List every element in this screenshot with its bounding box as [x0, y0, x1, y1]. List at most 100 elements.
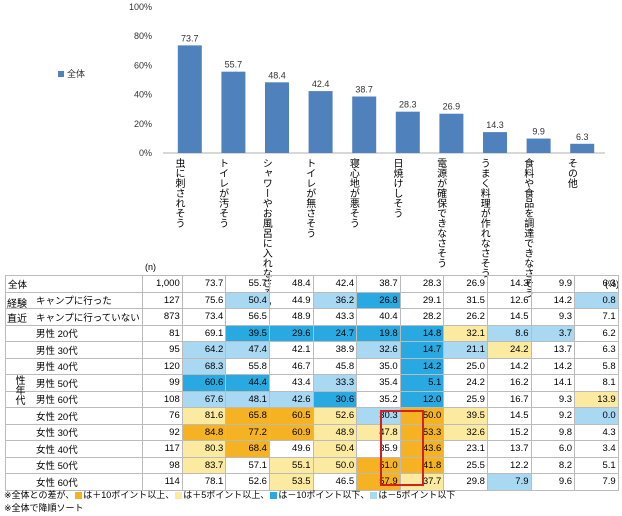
y-tick-label: 60%: [134, 60, 152, 70]
n-header: (n): [145, 262, 156, 272]
bar: [483, 132, 507, 153]
bar: [177, 45, 202, 154]
y-tick-label: 40%: [134, 90, 152, 100]
table-cell: 67.6: [181, 390, 227, 408]
table-cell: 39.5: [443, 407, 488, 425]
row-n: 81: [141, 324, 183, 342]
category-label: 電源が確保できなさそう: [434, 158, 446, 268]
table-cell: 49.6: [268, 440, 314, 458]
table-cell: 65.8: [225, 407, 270, 425]
table-cell: 48.4: [268, 275, 314, 293]
table-cell: 16.7: [486, 390, 532, 408]
row-n: 95: [141, 341, 183, 359]
table-cell: 56.5: [225, 308, 270, 326]
table-cell: 14.7: [399, 341, 445, 359]
table-cell: 16.2: [486, 374, 532, 392]
table-cell: 25.0: [443, 357, 488, 375]
swatch-plus5: [175, 491, 183, 499]
row-label: 女性 40代: [5, 440, 143, 458]
table-cell: 48.9: [268, 308, 314, 326]
table-cell: 9.9: [530, 275, 576, 293]
table-cell: 35.2: [356, 390, 401, 408]
table-cell: 43.3: [312, 308, 358, 326]
table-cell: 57.9: [356, 473, 401, 491]
table-cell: 14.1: [530, 374, 576, 392]
table-cell: 38.7: [356, 275, 401, 293]
table-cell: 14.5: [486, 407, 532, 425]
y-tick-label: 0%: [139, 148, 152, 158]
table-cell: 64.2: [181, 341, 227, 359]
table-cell: 57.1: [225, 456, 270, 474]
row-label: 女性 60代: [5, 473, 143, 491]
footnote-sort: ※全体で降順ソート: [4, 503, 84, 513]
table-cell: 80.3: [181, 440, 227, 458]
table-row: 女性 60代 114 78.1 52.6 53.5 46.5 57.9 37.7 29.8 7.9…: [5, 473, 619, 491]
table-cell: 14.2: [530, 357, 576, 375]
table-cell: 48.9: [312, 423, 358, 441]
bar-value-label: 73.7: [181, 33, 199, 43]
row-label: 女性 50代: [5, 456, 143, 474]
table-cell: 32.1: [443, 324, 488, 342]
table-cell: 9.3: [530, 390, 576, 408]
table-cell: 78.1: [181, 473, 227, 491]
table-cell: 14.5: [486, 308, 532, 326]
row-n: 108: [141, 390, 183, 408]
table-cell: 46.5: [312, 473, 358, 491]
table-cell: 35.0: [356, 357, 401, 375]
table-cell: 50.0: [312, 456, 358, 474]
table-cell: 53.3: [399, 423, 445, 441]
table-cell: 24.2: [443, 374, 488, 392]
table-cell: 77.2: [225, 423, 270, 441]
group-label-age-sex: 性年代: [13, 375, 24, 405]
table-cell: 9.8: [530, 423, 576, 441]
table-cell: 12.2: [486, 456, 532, 474]
table-cell: 55.7: [225, 275, 270, 293]
category-label: トイレが汚そう: [216, 158, 228, 228]
category-label: うまく料理が作れなさそう: [478, 158, 490, 278]
bar: [526, 138, 551, 153]
table-cell: 32.6: [356, 341, 401, 359]
group-label-experience: 経験直近: [7, 299, 27, 325]
table-cell: 13.9: [574, 390, 619, 408]
bar-value-label: 6.3: [576, 132, 589, 142]
table-row: 女性 30代 92 84.8 77.2 60.9 48.9 47.8 53.3 32.6 15.2…: [5, 423, 619, 441]
table-cell: 32.6: [443, 423, 488, 441]
row-n: 127: [141, 291, 183, 309]
category-label: その他: [565, 158, 577, 188]
row-n: 873: [141, 308, 183, 326]
swatch-plus10: [75, 491, 83, 499]
table-cell: 21.1: [443, 341, 488, 359]
row-n: 114: [141, 473, 183, 491]
table-cell: 51.0: [356, 456, 401, 474]
table-cell: 73.7: [181, 275, 227, 293]
table-cell: 3.7: [530, 324, 576, 342]
category-label: トイレが無さそう: [303, 158, 315, 238]
y-tick-label: 80%: [134, 31, 152, 41]
table-cell: 69.1: [181, 324, 227, 342]
table-cell: 42.1: [268, 341, 314, 359]
table-cell: 26.9: [443, 275, 488, 293]
table-cell: 35.9: [356, 440, 401, 458]
table-cell: 14.8: [399, 324, 445, 342]
table-cell: 73.4: [181, 308, 227, 326]
table-cell: 13.7: [530, 341, 576, 359]
bar: [308, 91, 333, 153]
table-cell: 45.8: [312, 357, 358, 375]
table-cell: 6.0: [530, 440, 576, 458]
table-cell: 14.2: [399, 357, 445, 375]
table-cell: 5.8: [574, 357, 619, 375]
table-row: 女性 50代 98 83.7 57.1 55.1 50.0 51.0 41.8 25.5 12.2…: [5, 456, 619, 474]
table-cell: 6.2: [574, 324, 619, 342]
bar-chart: 0% 20% 40% 60% 80% 100% 73.7 55.7 48.4 42.4 38.7 2…: [58, 2, 605, 158]
row-label: 男性 60代: [5, 390, 143, 408]
bar: [221, 71, 246, 153]
table-cell: 8.1: [574, 374, 619, 392]
table-cell: 24.7: [312, 324, 358, 342]
table-row: 男性 20代 81 69.1 39.5 29.6 24.7 19.8 14.8 32.1 8.6 3…: [5, 324, 619, 342]
footnote-plus5: は＋5ポイント以上、: [183, 490, 270, 500]
table-cell: 52.6: [312, 407, 358, 425]
row-label: 女性 30代: [5, 423, 143, 441]
y-tick-label: 20%: [134, 119, 152, 129]
table-cell: 5.1: [399, 374, 445, 392]
table-cell: 40.4: [356, 308, 401, 326]
